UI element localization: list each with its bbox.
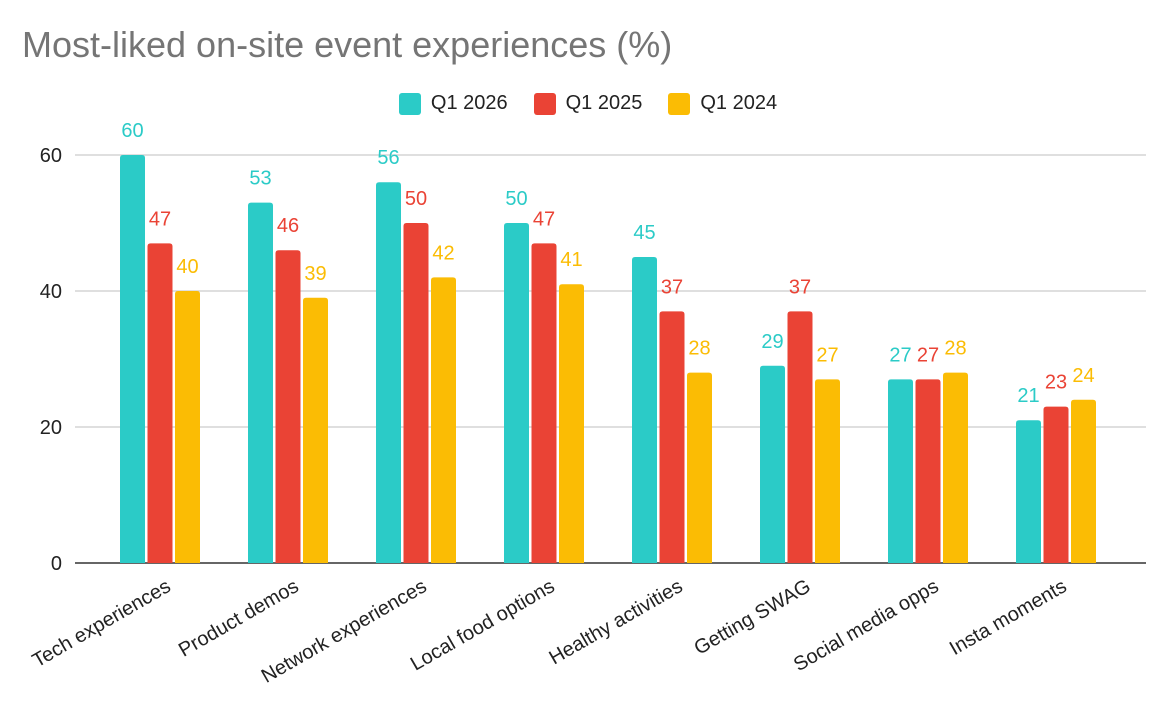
bar xyxy=(915,379,941,563)
legend-item: Q1 2025 xyxy=(533,92,643,115)
legend-swatch xyxy=(533,92,556,115)
data-label: 60 xyxy=(121,120,143,142)
legend-label: Q1 2025 xyxy=(565,92,643,114)
bar xyxy=(760,365,785,563)
data-label: 21 xyxy=(1017,385,1039,407)
bar xyxy=(659,311,685,563)
data-label: 23 xyxy=(1045,372,1067,394)
bar xyxy=(687,372,712,563)
data-label: 41 xyxy=(560,249,582,271)
x-tick-label: Tech experiences xyxy=(29,575,175,672)
bar xyxy=(403,223,429,563)
bar xyxy=(888,379,913,563)
bar xyxy=(147,243,173,563)
x-tick-label: Healthy activities xyxy=(546,575,687,669)
bar xyxy=(815,379,840,563)
data-label: 40 xyxy=(176,256,198,278)
bar xyxy=(1016,420,1041,563)
bar xyxy=(1071,399,1096,563)
data-label: 28 xyxy=(944,338,966,360)
bar xyxy=(175,291,200,563)
data-label: 56 xyxy=(377,147,399,169)
legend-label: Q1 2024 xyxy=(700,92,778,114)
bar xyxy=(559,284,584,563)
bar xyxy=(504,223,529,563)
data-label: 39 xyxy=(304,263,326,285)
y-tick-label: 0 xyxy=(51,553,62,575)
bar xyxy=(303,297,328,563)
data-label: 29 xyxy=(761,331,783,353)
data-label: 37 xyxy=(789,276,811,298)
data-label: 27 xyxy=(917,344,939,366)
legend-swatch xyxy=(668,92,691,115)
bar xyxy=(431,277,456,563)
bar xyxy=(376,182,401,563)
bar xyxy=(787,311,813,563)
legend-item: Q1 2024 xyxy=(668,92,777,115)
x-tick-label: Insta moments xyxy=(946,575,1071,660)
x-tick-label: Product demos xyxy=(175,575,302,661)
legend-item: Q1 2026 xyxy=(398,92,508,115)
data-label: 37 xyxy=(661,276,683,298)
x-tick-label: Local food options xyxy=(407,575,559,675)
data-label: 42 xyxy=(432,242,454,264)
data-label: 47 xyxy=(149,208,171,230)
data-label: 27 xyxy=(889,344,911,366)
x-tick-label: Getting SWAG xyxy=(691,575,815,659)
bar xyxy=(275,250,301,563)
y-tick-label: 20 xyxy=(40,417,62,439)
data-label: 47 xyxy=(533,208,555,230)
data-label: 50 xyxy=(505,188,527,210)
y-tick-label: 40 xyxy=(40,281,62,303)
chart-title: Most-liked on-site event experiences (%) xyxy=(22,24,673,65)
data-label: 46 xyxy=(277,215,299,237)
data-label: 27 xyxy=(816,344,838,366)
legend-label: Q1 2026 xyxy=(430,92,508,114)
data-label: 24 xyxy=(1072,365,1094,387)
bar xyxy=(943,372,968,563)
bar xyxy=(531,243,557,563)
data-label: 53 xyxy=(249,168,271,190)
x-tick-label: Social media opps xyxy=(790,575,943,676)
bar xyxy=(248,202,273,563)
bar xyxy=(632,257,657,563)
data-label: 50 xyxy=(405,188,427,210)
bar xyxy=(1043,406,1069,563)
legend-swatch xyxy=(398,92,421,115)
data-label: 28 xyxy=(688,338,710,360)
bar xyxy=(120,155,145,563)
legend: Q1 2026 Q1 2025 Q1 2024 xyxy=(0,92,1156,115)
y-tick-label: 60 xyxy=(40,145,62,167)
data-label: 45 xyxy=(633,222,655,244)
